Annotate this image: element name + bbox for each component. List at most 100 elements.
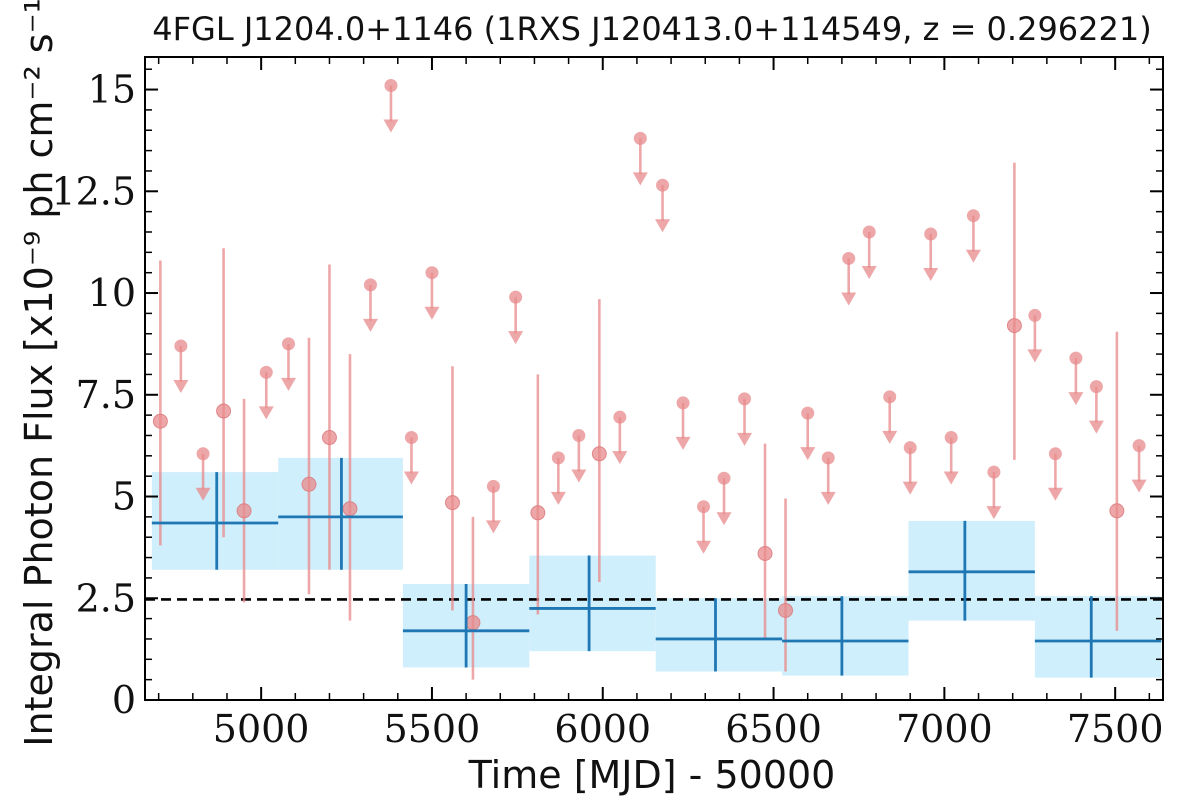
upper-limit-point <box>1048 447 1062 461</box>
upper-limit-point <box>697 500 711 514</box>
upper-limit-arrow <box>362 318 378 332</box>
y-axis-label: Integral Photon Flux [x10⁻⁹ ph cm⁻² s⁻¹] <box>17 0 61 747</box>
upper-limit-arrow <box>485 520 501 534</box>
long-bin-box <box>655 598 783 672</box>
upper-limit-arrow <box>173 379 189 393</box>
upper-limit-arrow <box>820 491 836 505</box>
upper-limit-arrow <box>632 172 648 186</box>
upper-limit-arrow <box>403 471 419 485</box>
upper-limit-arrow <box>923 268 939 282</box>
x-tick-label: 5000 <box>213 707 310 751</box>
tick-labels: 5000 5500 6000 6500 7000 7500 0 2.5 5 7.5 10 12.5 15 <box>51 68 1163 751</box>
upper-limit-point <box>404 431 418 445</box>
y-tick-label: 10 <box>88 271 136 315</box>
upper-limit-point <box>259 365 273 379</box>
upper-limit-arrow <box>1047 487 1063 501</box>
detection-point <box>591 446 607 462</box>
long-bin-box <box>1034 596 1162 678</box>
upper-limit-point <box>551 451 565 465</box>
upper-limit-arrow <box>675 436 691 450</box>
upper-limit-point <box>281 337 295 351</box>
upper-limit-arrow <box>1088 420 1104 434</box>
upper-limit-arrow <box>696 540 712 554</box>
x-tick-label: 6500 <box>725 707 822 751</box>
upper-limit-point <box>425 266 439 280</box>
upper-limit-point <box>801 406 815 420</box>
upper-limit-point <box>633 131 647 145</box>
x-tick-label: 7000 <box>896 707 993 751</box>
upper-limit-arrow <box>655 219 671 233</box>
upper-limit-arrow <box>383 119 399 133</box>
upper-limit-point <box>656 178 670 192</box>
x-tick-label: 6000 <box>554 707 651 751</box>
detection-point <box>444 495 460 511</box>
long-bin-box <box>529 555 656 652</box>
upper-limit-point <box>883 390 897 404</box>
upper-limit-point <box>738 392 752 406</box>
chart-title: 4FGL J1204.0+1146 (1RXS J120413.0+114549… <box>152 10 1151 48</box>
upper-limit-point <box>1089 380 1103 394</box>
upper-limit-arrow <box>280 377 296 391</box>
y-tick-label: 2.5 <box>76 576 136 620</box>
y-tick-label: 12.5 <box>51 169 136 213</box>
long-bin-box <box>151 472 279 570</box>
detection-point <box>778 602 794 618</box>
upper-limit-arrow <box>1027 349 1043 363</box>
upper-limit-point <box>676 396 690 410</box>
long-bin-box <box>782 596 909 676</box>
x-axis-label: Time [MJD] - 50000 <box>468 753 836 797</box>
x-tick-label: 7500 <box>1067 707 1164 751</box>
detection-point <box>757 545 773 561</box>
upper-limit-point <box>903 441 917 455</box>
upper-limit-point <box>572 428 586 442</box>
detection-point <box>1109 503 1125 519</box>
detection-point <box>465 615 481 631</box>
upper-limit-point <box>174 339 188 353</box>
y-tick-label: 0 <box>112 678 136 722</box>
upper-limit-arrow <box>258 406 274 420</box>
upper-limit-arrow <box>841 292 857 306</box>
detection-point <box>236 503 252 519</box>
detection-point <box>216 403 232 419</box>
upper-limit-point <box>196 447 210 461</box>
detection-point <box>530 505 546 521</box>
plot-frame <box>144 56 1164 701</box>
detection-point <box>152 413 168 429</box>
upper-limit-arrow <box>902 481 918 495</box>
upper-limit-point <box>987 465 1001 479</box>
y-tick-label: 7.5 <box>76 373 136 417</box>
upper-limit-point <box>509 290 523 304</box>
upper-limit-arrow <box>986 506 1002 520</box>
x-tick-label: 5500 <box>384 707 481 751</box>
upper-limit-point <box>862 225 876 239</box>
short-bin-detections <box>152 162 1125 680</box>
upper-limit-arrow <box>1068 392 1084 406</box>
upper-limit-arrow <box>861 265 877 279</box>
upper-limit-point <box>1132 439 1146 453</box>
upper-limit-arrow <box>716 512 732 526</box>
short-bin-upper-limits <box>173 78 1147 554</box>
upper-limit-arrow <box>882 430 898 444</box>
upper-limit-arrow <box>424 306 440 320</box>
upper-limit-arrow <box>800 447 816 461</box>
upper-limit-arrow <box>965 249 981 263</box>
upper-limit-arrow <box>195 487 211 501</box>
detection-point <box>1006 318 1022 334</box>
upper-limit-point <box>821 451 835 465</box>
upper-limit-point <box>613 410 627 424</box>
upper-limit-arrow <box>550 491 566 505</box>
upper-limit-point <box>944 431 958 445</box>
detection-point <box>301 476 317 492</box>
upper-limit-arrow <box>612 451 628 465</box>
upper-limit-point <box>842 251 856 265</box>
long-bin-boxes <box>151 457 1162 678</box>
upper-limit-point <box>966 209 980 223</box>
plot-area: 5000 5500 6000 6500 7000 7500 0 2.5 5 7.5 10 12.5 15 <box>51 56 1164 751</box>
upper-limit-point <box>486 479 500 493</box>
detection-point <box>321 430 337 446</box>
upper-limit-arrow <box>571 469 587 483</box>
upper-limit-point <box>1028 308 1042 322</box>
upper-limit-arrow <box>737 432 753 446</box>
upper-limit-arrow <box>943 471 959 485</box>
